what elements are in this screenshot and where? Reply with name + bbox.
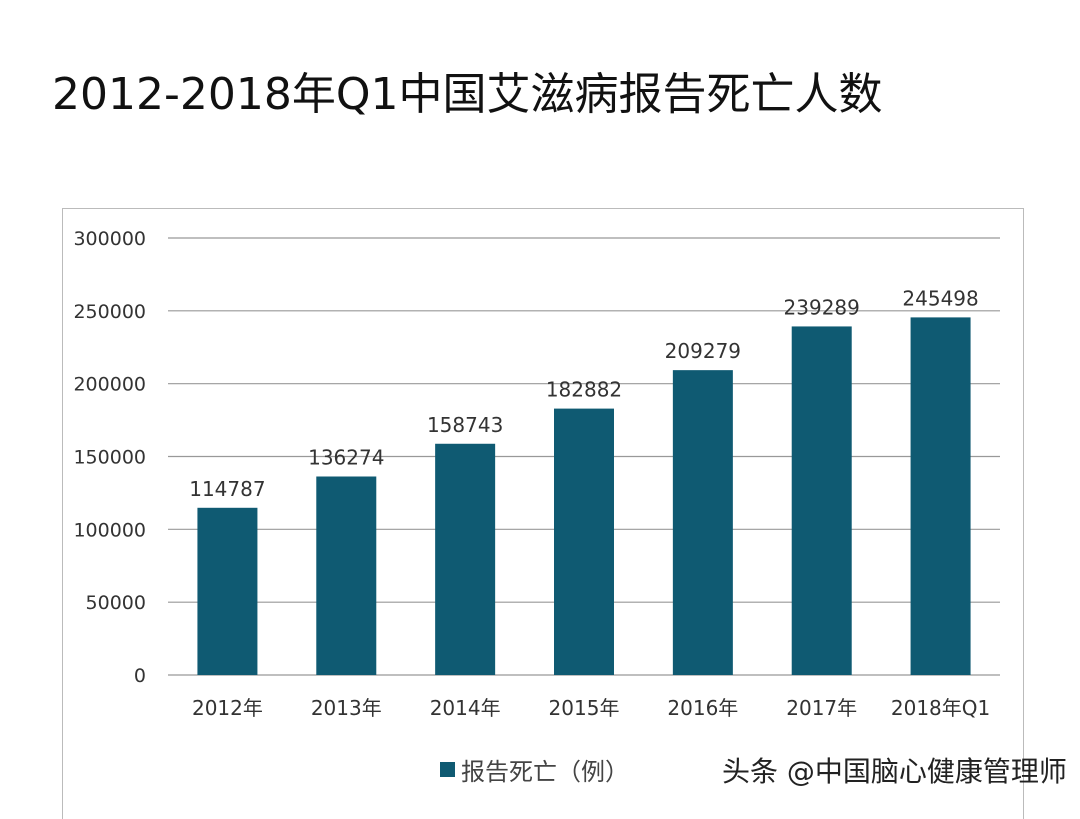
watermark: 头条 @中国脑心健康管理师 [722,755,1067,788]
y-tick-label: 250000 [73,301,146,323]
x-tick-label: 2016年 [667,696,738,720]
x-tick-label: 2013年 [311,696,382,720]
data-label: 209279 [665,339,741,363]
y-tick-label: 0 [134,665,146,687]
data-label: 136274 [308,445,384,469]
y-tick-label: 50000 [86,592,146,614]
chart-title: 2012-2018年Q1中国艾滋病报告死亡人数 [52,69,883,120]
data-label: 245498 [902,286,978,310]
data-label: 158743 [427,413,503,437]
bar [791,326,852,675]
x-tick-label: 2014年 [430,696,501,720]
legend: 报告死亡（例） [440,752,629,787]
x-tick-label: 2012年 [192,696,263,720]
y-tick-label: 200000 [73,374,146,396]
data-label: 239289 [784,295,860,319]
x-tick-label: 2017年 [786,696,857,720]
x-tick-label: 2018年Q1 [891,696,990,720]
bar [554,408,614,675]
bar [672,370,733,675]
bar [910,317,971,675]
legend-swatch [440,762,455,777]
bar [316,476,377,675]
data-label: 114787 [189,477,265,501]
data-label: 182882 [546,378,622,402]
legend-label: 报告死亡（例） [461,758,629,786]
y-tick-label: 100000 [73,519,146,541]
y-tick-label: 300000 [73,228,146,250]
bar [435,443,496,675]
bar [197,507,258,675]
chart-frame [62,208,1024,819]
y-tick-label: 150000 [73,447,146,469]
x-tick-label: 2015年 [549,696,620,720]
